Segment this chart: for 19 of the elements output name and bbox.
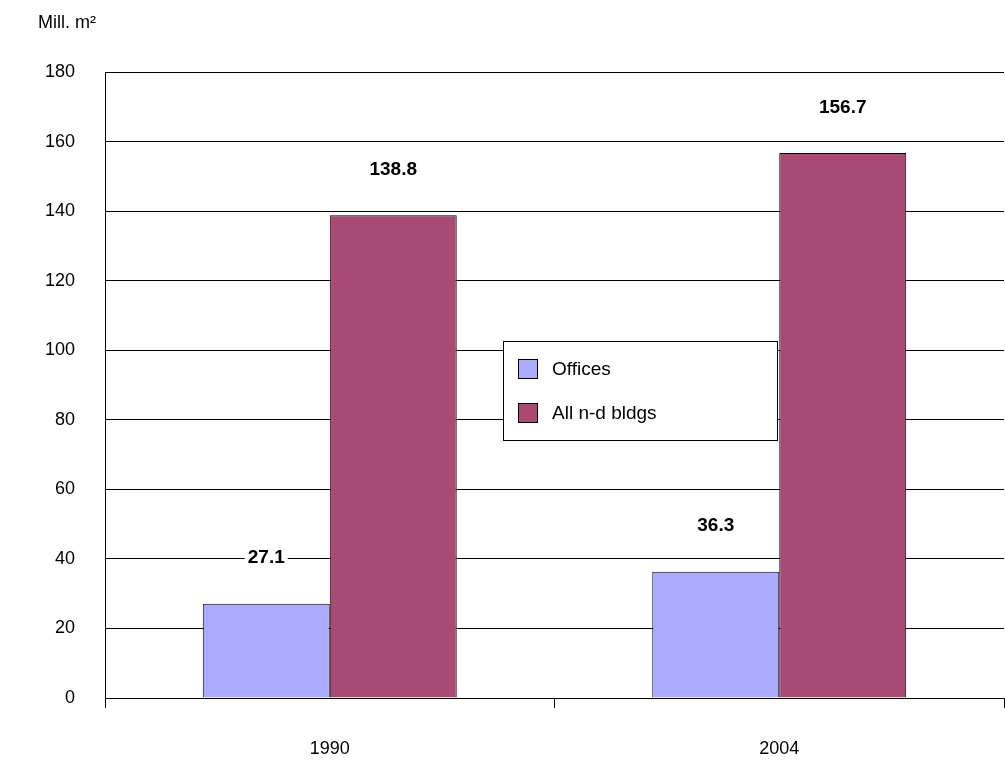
x-tick-label: 1990 bbox=[309, 737, 350, 758]
data-label: 156.7 bbox=[818, 95, 867, 117]
y-tick-label: 0 bbox=[64, 686, 75, 707]
y-tick-label: 40 bbox=[54, 547, 75, 568]
legend-label: All n-d bldgs bbox=[552, 402, 657, 424]
y-tick-label: 100 bbox=[44, 339, 75, 360]
data-label: 27.1 bbox=[247, 546, 286, 568]
x-tick-label: 2004 bbox=[759, 737, 800, 758]
y-axis-title: Mill. m² bbox=[38, 12, 96, 33]
y-tick-label: 60 bbox=[54, 478, 75, 499]
y-tick-label: 180 bbox=[44, 60, 75, 81]
y-tick-label: 80 bbox=[54, 408, 75, 429]
legend-label: Offices bbox=[552, 358, 611, 380]
data-label: 36.3 bbox=[697, 514, 735, 536]
y-tick-label: 160 bbox=[44, 130, 75, 151]
data-label: 138.8 bbox=[369, 158, 418, 180]
y-tick-label: 140 bbox=[44, 200, 75, 221]
y-tick-label: 20 bbox=[54, 617, 75, 638]
y-tick-label: 120 bbox=[44, 269, 75, 290]
